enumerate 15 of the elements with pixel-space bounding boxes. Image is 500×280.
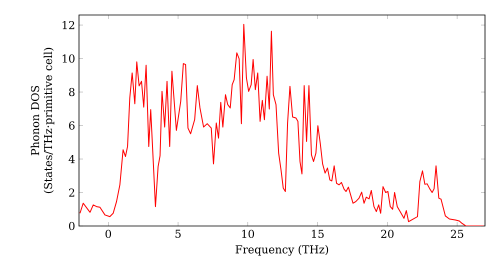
y-tick-label: 8 bbox=[69, 88, 75, 96]
y-tick-label: 12 bbox=[62, 20, 74, 30]
x-tick-label: 10 bbox=[242, 230, 254, 238]
x-tick-label: 5 bbox=[176, 230, 181, 238]
y-tick-label: 10 bbox=[62, 54, 75, 63]
x-axis-title: Frequency (THz) bbox=[236, 245, 328, 256]
x-tick-label: 15 bbox=[312, 230, 324, 238]
y-tick-label: 0 bbox=[69, 222, 75, 230]
x-tick-label: 25 bbox=[450, 230, 464, 238]
y-tick-label: 4 bbox=[68, 154, 75, 164]
x-tick-label: 20 bbox=[381, 230, 394, 238]
y-tick-label: 2 bbox=[69, 188, 74, 197]
x-tick-label: 0 bbox=[106, 230, 112, 238]
y-axis-title: Phonon DOS (States/THz·primitive cell) bbox=[30, 48, 54, 194]
y-tick-label: 6 bbox=[69, 121, 75, 130]
